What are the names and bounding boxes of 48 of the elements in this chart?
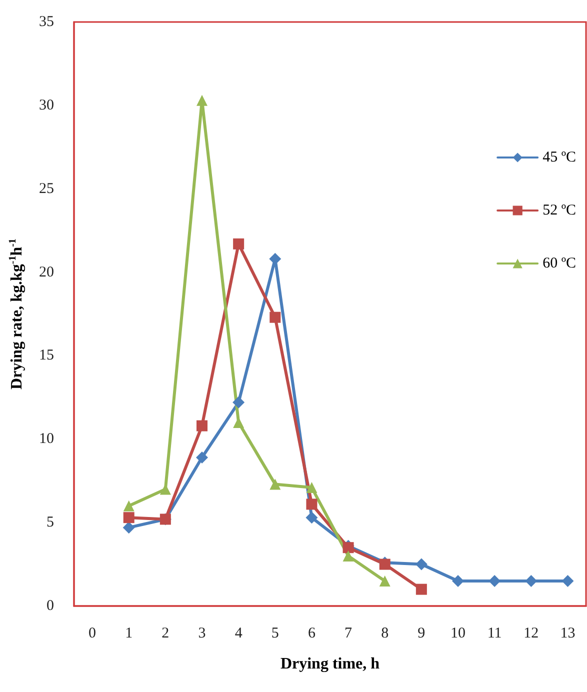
x-tick-label: 5 [271, 626, 279, 642]
point [123, 512, 134, 524]
point [379, 575, 390, 586]
point [452, 574, 464, 587]
x-tick-label: 11 [487, 626, 502, 642]
point [196, 451, 208, 464]
point [342, 542, 354, 554]
x-tick-label: 9 [418, 626, 426, 642]
x-tick-label: 3 [198, 626, 206, 642]
point [306, 512, 318, 524]
x-tick-label: 8 [381, 626, 389, 642]
legend-label: 45 ºC [542, 150, 576, 166]
x-tick-label: 4 [234, 626, 243, 642]
y-tick-label: 20 [39, 264, 54, 280]
y-tick-label: 5 [46, 514, 54, 531]
x-tick-label: 2 [162, 626, 170, 642]
point [232, 396, 245, 408]
point [270, 478, 281, 490]
y-tick-label: 10 [39, 431, 54, 448]
x-tick-label: 6 [308, 626, 316, 642]
point [562, 574, 574, 587]
x-tick-label: 0 [88, 626, 96, 642]
point [122, 522, 135, 534]
point [270, 312, 281, 323]
y-tick-label: 25 [39, 180, 54, 197]
point [525, 574, 538, 587]
y-tick-label: 15 [39, 348, 54, 364]
y-tick-label: 0 [46, 598, 54, 614]
point [196, 420, 208, 432]
point [342, 550, 354, 562]
x-tick-label: 1 [125, 626, 133, 642]
x-tick-label: 7 [344, 626, 353, 642]
point [415, 558, 428, 570]
point [416, 584, 427, 595]
y-axis-title: Drying rate, kg.kg-1h-1 [8, 238, 26, 390]
legend-label: 60 ºC [542, 256, 576, 272]
point [123, 500, 134, 512]
point [306, 482, 318, 494]
x-tick-label: 13 [560, 626, 576, 642]
point [306, 498, 318, 510]
y-tick-label: 35 [39, 14, 54, 30]
x-tick-label: 12 [524, 626, 539, 642]
legend-label: 52 ºC [542, 202, 576, 218]
point [233, 238, 244, 250]
x-tick-label: 10 [450, 626, 466, 642]
point [196, 94, 208, 106]
y-tick-label: 30 [39, 97, 54, 114]
x-axis-title: Drying time, h [280, 656, 380, 672]
